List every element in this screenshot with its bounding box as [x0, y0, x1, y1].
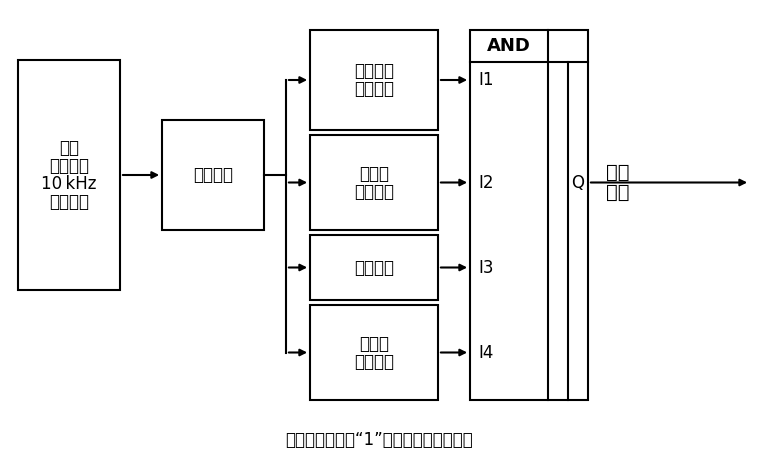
Bar [162, 120, 264, 230]
Text: 判别元件: 判别元件 [354, 353, 394, 371]
Bar [310, 135, 438, 230]
Text: 出口: 出口 [606, 163, 629, 182]
Bar [310, 305, 438, 400]
Bar [310, 235, 438, 300]
Text: I2: I2 [478, 174, 493, 191]
Text: 边界元件: 边界元件 [354, 258, 394, 277]
Text: AND: AND [487, 37, 531, 55]
Text: I1: I1 [478, 71, 493, 89]
Bar [470, 30, 588, 400]
Text: 电压电流: 电压电流 [49, 157, 89, 175]
Text: 判别元件: 判别元件 [354, 80, 394, 98]
Text: I3: I3 [478, 258, 493, 277]
Text: I4: I4 [478, 343, 493, 362]
Text: 故障极: 故障极 [359, 334, 389, 353]
Text: 10 kHz: 10 kHz [41, 175, 97, 193]
Text: Q: Q [572, 174, 584, 191]
Text: 读取: 读取 [59, 139, 79, 157]
Text: 采样数据: 采样数据 [49, 193, 89, 211]
Text: 暂态量: 暂态量 [359, 165, 389, 182]
Text: 雷击干扰: 雷击干扰 [354, 62, 394, 80]
Text: 方向元件: 方向元件 [354, 182, 394, 201]
Bar [18, 60, 120, 290]
Text: 信号: 信号 [606, 183, 629, 202]
Text: 保护出口信号为“1”时，判定为线路故障: 保护出口信号为“1”时，判定为线路故障 [285, 431, 473, 449]
Bar [310, 30, 438, 130]
Text: 启动元件: 启动元件 [193, 166, 233, 184]
